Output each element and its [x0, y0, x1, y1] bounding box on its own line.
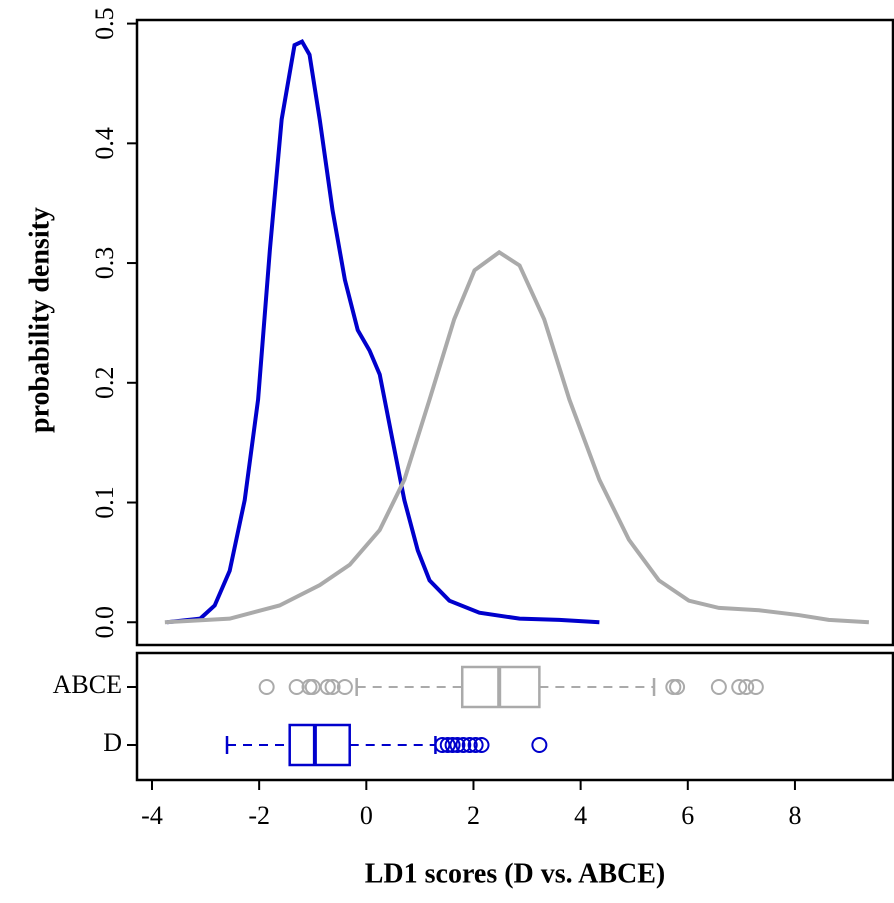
box-frame [135, 651, 894, 782]
outlier [439, 737, 456, 753]
outlier [258, 679, 275, 695]
x-tick-label: 4 [574, 801, 587, 830]
outlier [444, 737, 461, 753]
outlier [449, 737, 466, 753]
x-tick-label: -2 [248, 801, 270, 830]
outlier [473, 737, 490, 753]
outlier [467, 737, 484, 753]
outlier [738, 679, 755, 695]
outlier [669, 679, 686, 695]
y-tick-label: 0.2 [90, 367, 119, 400]
outlier [747, 679, 764, 695]
outlier [531, 737, 548, 753]
outlier [319, 679, 336, 695]
x-tick-label: 0 [360, 801, 373, 830]
outlier [324, 679, 341, 695]
x-tick-label: 2 [467, 801, 480, 830]
y-tick-label: 0.4 [90, 127, 119, 160]
y-axis-label: probability density [24, 207, 55, 433]
y-tick-label: 0.5 [90, 7, 119, 40]
y-tick-label: 0.3 [90, 247, 119, 280]
x-axis-label: LD1 scores (D vs. ABCE) [365, 858, 665, 889]
y-tick-label: 0.0 [90, 606, 119, 639]
outlier [461, 737, 478, 753]
category-label: D [103, 728, 122, 757]
y-tick-label: 0.1 [90, 486, 119, 519]
category-label: ABCE [53, 670, 122, 699]
box [288, 723, 351, 767]
outlier [434, 737, 451, 753]
outlier [288, 679, 305, 695]
density-line [166, 38, 600, 625]
outlier [455, 737, 472, 753]
density-line [164, 249, 870, 625]
outlier [336, 679, 353, 695]
outlier [304, 679, 321, 695]
x-tick-label: 6 [681, 801, 694, 830]
x-tick-label: -4 [141, 801, 163, 830]
x-tick-label: 8 [788, 801, 801, 830]
outlier [731, 679, 748, 695]
density-frame [135, 18, 894, 647]
outlier [710, 679, 727, 695]
